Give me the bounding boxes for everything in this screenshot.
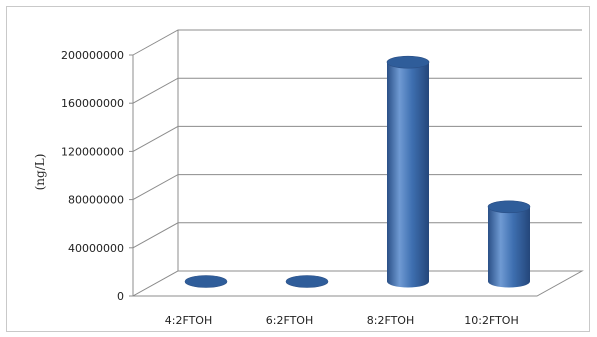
bars <box>184 55 531 288</box>
bar-body <box>387 62 429 288</box>
y-tick-label: 0 <box>117 290 124 303</box>
bar-6:2FTOH <box>285 275 329 288</box>
gridline <box>132 222 582 249</box>
y-axis-label: (ng/L) <box>33 154 47 191</box>
x-tick-label: 10:2FTOH <box>464 314 518 327</box>
y-axis-ticks: 0 40000000 80000000 120000000 160000000 20000… <box>61 49 133 303</box>
chart-floor <box>131 270 584 297</box>
floor-plane <box>131 270 584 297</box>
y-tick-label: 200000000 <box>61 49 124 62</box>
x-tick-label: 6:2FTOH <box>266 314 314 327</box>
y-tick-label: 80000000 <box>68 194 124 207</box>
bar-top <box>285 275 329 288</box>
x-tick-label: 8:2FTOH <box>367 314 415 327</box>
bar-10:2FTOH <box>487 200 531 288</box>
gridline <box>132 125 582 152</box>
x-axis-ticks: 4:2FTOH 6:2FTOH 8:2FTOH 10:2FTOH <box>165 314 519 327</box>
bar-top <box>487 200 531 214</box>
gridline <box>132 77 582 104</box>
y-tick-label: 160000000 <box>61 97 124 110</box>
y-tick-label: 120000000 <box>61 145 124 158</box>
gridline <box>132 174 582 201</box>
bar-4:2FTOH <box>184 275 228 288</box>
bar-8:2FTOH <box>386 55 430 288</box>
bar-body <box>488 206 530 288</box>
y-tick-label: 40000000 <box>68 242 124 255</box>
gridline <box>132 29 582 56</box>
bar-top <box>184 275 228 288</box>
gridlines <box>132 29 582 297</box>
bar-top <box>386 55 430 69</box>
x-tick-label: 4:2FTOH <box>165 314 213 327</box>
